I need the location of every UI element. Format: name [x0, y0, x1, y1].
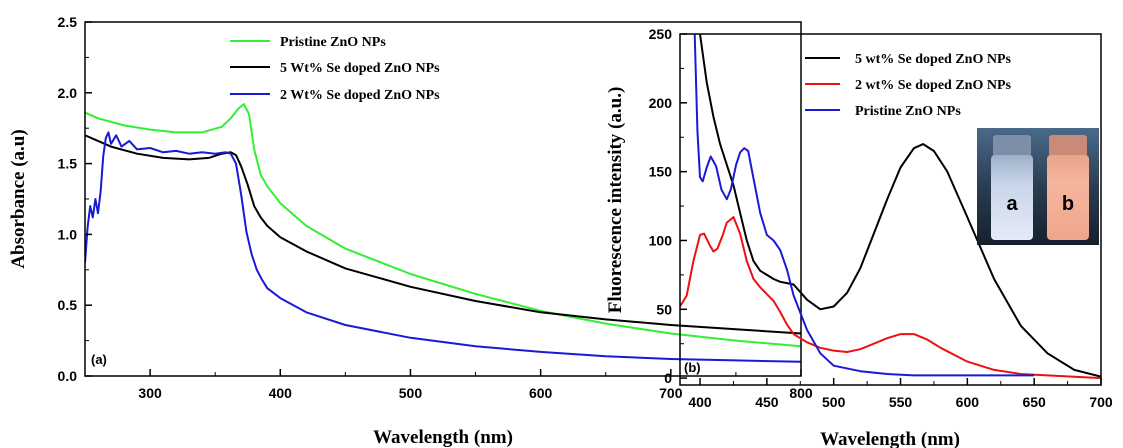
chart-a-series-2-line — [85, 134, 801, 335]
chart-b-xtick-label: 600 — [956, 394, 980, 410]
chart-b-series-1-line — [698, 34, 1101, 378]
chart-a-ylabel: Absorbance (a.u) — [8, 129, 29, 268]
chart-a-xtick-label: 500 — [399, 385, 423, 401]
chart-a-ytick-label: 1.0 — [58, 226, 78, 242]
chart-b-xtick-label: 700 — [1089, 394, 1113, 410]
chart-a-xlabel: Wavelength (nm) — [373, 427, 513, 448]
chart-b-ytick-label: 0 — [664, 370, 672, 386]
chart-b-legend: 5 wt% Se doped ZnO NPs 2 wt% Se doped Zn… — [805, 52, 1012, 119]
vial-a-label: a — [1006, 193, 1018, 215]
chart-a-series-1-line — [85, 103, 801, 348]
chart-a-legend: Pristine ZnO NPs 5 Wt% Se doped ZnO NPs … — [230, 35, 440, 103]
legend-b-label-1: 5 wt% Se doped ZnO NPs — [855, 52, 1012, 67]
chart-a-ytick-label: 2.5 — [58, 14, 78, 30]
legend-a-label-3: 2 Wt% Se doped ZnO NPs — [280, 88, 440, 103]
chart-a-xtick-label: 800 — [789, 385, 813, 401]
chart-b-ylabel: Fluorescence intensity (a.u.) — [605, 87, 626, 314]
chart-b-ytick-label: 250 — [649, 26, 673, 42]
vial-b-label: b — [1062, 193, 1074, 215]
chart-a-series — [85, 103, 801, 363]
chart-a-series-3-line — [85, 131, 801, 363]
chart-b-xlabel: Wavelength (nm) — [820, 429, 960, 448]
vial-b-body — [1047, 155, 1089, 240]
chart-b-xtick-label: 400 — [688, 394, 712, 410]
chart-a-xtick-label: 400 — [269, 385, 293, 401]
chart-a-frame — [84, 21, 802, 377]
legend-b-label-2: 2 wt% Se doped ZnO NPs — [855, 78, 1012, 93]
chart-b-ytick-label: 200 — [649, 95, 673, 111]
vial-b-cap — [1049, 135, 1087, 157]
chart-b-ytick-label: 150 — [649, 164, 673, 180]
legend-a-label-1: Pristine ZnO NPs — [280, 35, 386, 50]
chart-b-frame — [679, 33, 1102, 386]
chart-b-xtick-label: 450 — [755, 394, 779, 410]
chart-a-ytick-label: 1.5 — [58, 156, 78, 172]
chart-b-series-3-line — [693, 34, 1035, 377]
chart-b-xtick-label: 550 — [889, 394, 913, 410]
legend-a-label-2: 5 Wt% Se doped ZnO NPs — [280, 61, 440, 76]
chart-b-ticks — [680, 33, 1102, 385]
chart-b-ytick-label: 50 — [656, 301, 672, 317]
chart-a-ytick-label: 2.0 — [58, 85, 78, 101]
legend-b-label-3: Pristine ZnO NPs — [855, 104, 961, 119]
inset-vials-photo: a b — [977, 128, 1099, 245]
chart-a-xtick-label: 700 — [659, 385, 683, 401]
chart-b-panel-label: (b) — [684, 360, 701, 375]
chart-a-panel-label: (a) — [91, 352, 107, 367]
chart-a-ytick-label: 0.0 — [58, 368, 78, 384]
chart-a-ytick-label: 0.5 — [58, 297, 78, 313]
chart-b-ytick-label: 100 — [649, 232, 673, 248]
chart-b-series — [680, 34, 1101, 380]
chart-a-ticks — [84, 21, 802, 377]
vial-a-body — [991, 155, 1033, 240]
chart-b-series-2-line — [680, 216, 1101, 380]
chart-a-xtick-label: 600 — [529, 385, 553, 401]
vial-a-cap — [993, 135, 1031, 157]
chart-a-xtick-label: 300 — [138, 385, 162, 401]
chart-b-xtick-label: 650 — [1022, 394, 1046, 410]
chart-b-xtick-label: 500 — [822, 394, 846, 410]
